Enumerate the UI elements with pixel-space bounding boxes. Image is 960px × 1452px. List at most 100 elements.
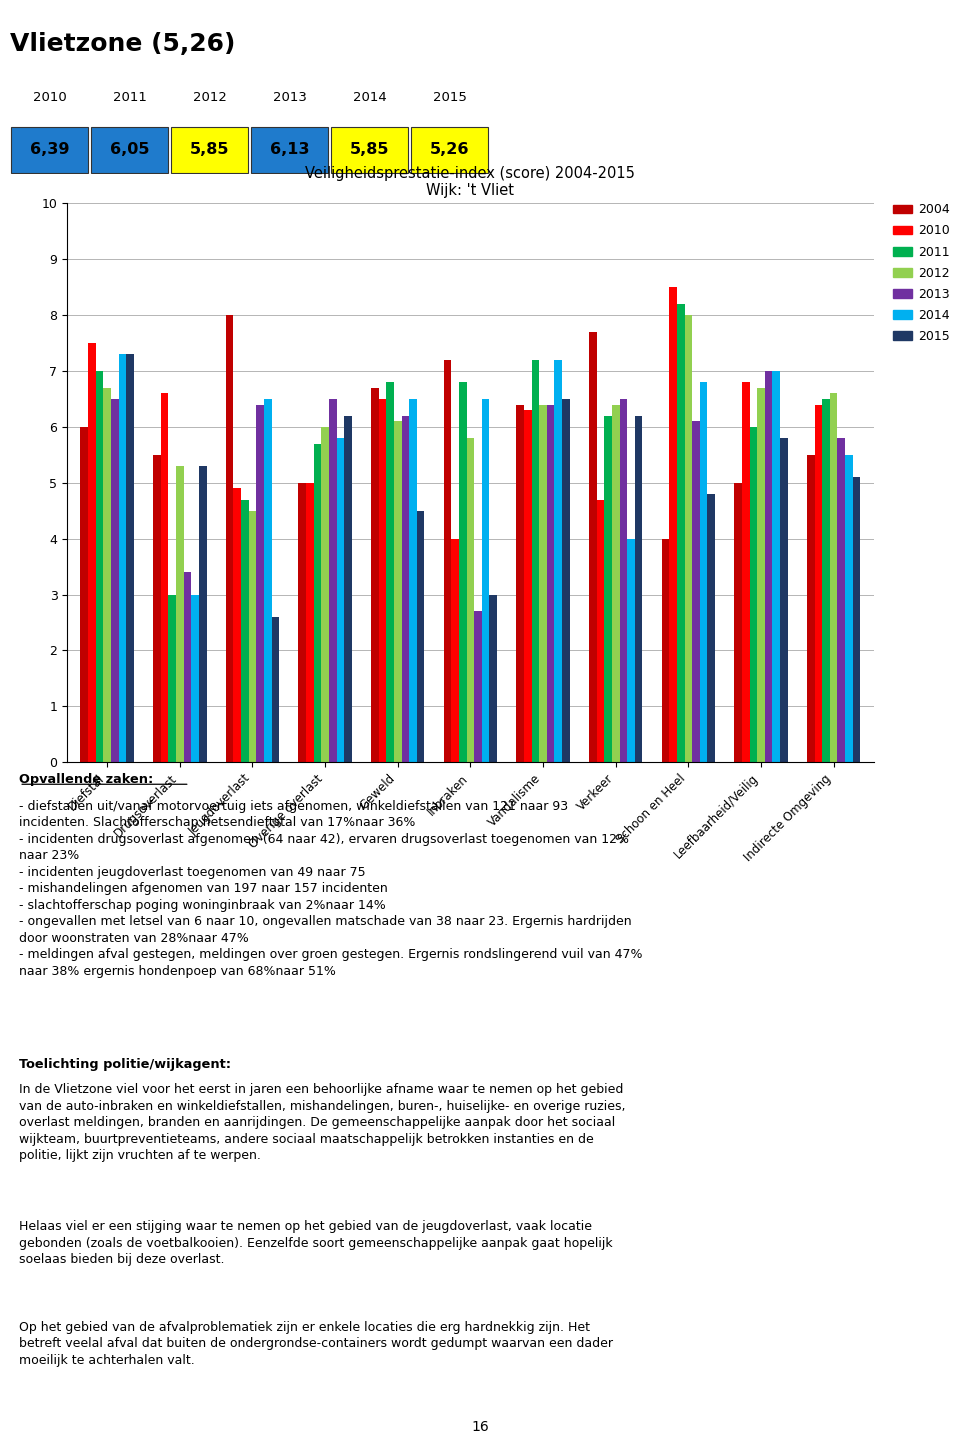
Bar [750, 427, 757, 762]
Bar [191, 595, 199, 762]
Bar [459, 382, 467, 762]
Bar [563, 399, 569, 762]
Bar [829, 393, 837, 762]
FancyBboxPatch shape [252, 126, 328, 173]
Bar [378, 399, 386, 762]
FancyBboxPatch shape [91, 126, 168, 173]
Text: 2011: 2011 [112, 91, 147, 105]
Bar [524, 409, 532, 762]
Bar [490, 595, 497, 762]
Bar [661, 539, 669, 762]
Bar [199, 466, 206, 762]
Bar [96, 370, 104, 762]
Text: Opvallende zaken:: Opvallende zaken: [19, 772, 154, 786]
Bar [692, 421, 700, 762]
Text: 6,13: 6,13 [270, 142, 309, 157]
Bar [160, 393, 168, 762]
Bar [409, 399, 417, 762]
Bar [264, 399, 272, 762]
Bar [119, 354, 126, 762]
Bar [852, 478, 860, 762]
Bar [226, 315, 233, 762]
Bar [822, 399, 829, 762]
Bar [635, 415, 642, 762]
Bar [322, 427, 329, 762]
Bar [742, 382, 750, 762]
Bar [669, 287, 677, 762]
Bar [734, 482, 742, 762]
Bar [815, 405, 822, 762]
Bar [619, 399, 627, 762]
Text: 5,85: 5,85 [190, 142, 229, 157]
Bar [757, 388, 765, 762]
Bar [444, 360, 451, 762]
Text: 2012: 2012 [193, 91, 227, 105]
Bar [372, 388, 378, 762]
Bar [249, 511, 256, 762]
Bar [555, 360, 563, 762]
Bar [337, 439, 345, 762]
Text: 6,39: 6,39 [30, 142, 69, 157]
Bar [482, 399, 490, 762]
Bar [183, 572, 191, 762]
Text: Helaas viel er een stijging waar te nemen op het gebied van de jeugdoverlast, va: Helaas viel er een stijging waar te neme… [19, 1220, 612, 1266]
Bar [104, 388, 111, 762]
Bar [589, 333, 596, 762]
Bar [241, 499, 249, 762]
Text: 6,05: 6,05 [109, 142, 150, 157]
Bar [176, 466, 183, 762]
Bar [596, 499, 604, 762]
Bar [417, 511, 424, 762]
Bar [345, 415, 351, 762]
Text: Vlietzone (5,26): Vlietzone (5,26) [10, 32, 235, 57]
Bar [540, 405, 547, 762]
Text: 2010: 2010 [33, 91, 66, 105]
Bar [532, 360, 540, 762]
Text: 16: 16 [471, 1420, 489, 1435]
Bar [394, 421, 401, 762]
Text: 2013: 2013 [273, 91, 306, 105]
Bar [401, 415, 409, 762]
Text: 2015: 2015 [433, 91, 467, 105]
Bar [612, 405, 619, 762]
FancyBboxPatch shape [171, 126, 248, 173]
Bar [780, 439, 788, 762]
Text: - diefstallen uit/vanaf motorvoertuig iets afgenomen, winkeldiefstallen van 121 : - diefstallen uit/vanaf motorvoertuig ie… [19, 800, 642, 977]
Bar [126, 354, 133, 762]
FancyBboxPatch shape [331, 126, 408, 173]
Title: Veiligheidsprestatie-index (score) 2004-2015
Wijk: 't Vliet: Veiligheidsprestatie-index (score) 2004-… [305, 166, 636, 197]
FancyBboxPatch shape [12, 126, 88, 173]
Legend: 2004, 2010, 2011, 2012, 2013, 2014, 2015: 2004, 2010, 2011, 2012, 2013, 2014, 2015 [888, 199, 954, 348]
Bar [467, 439, 474, 762]
Bar [256, 405, 264, 762]
Bar [807, 454, 815, 762]
Bar [684, 315, 692, 762]
Bar [837, 439, 845, 762]
Bar [272, 617, 279, 762]
Bar [81, 427, 88, 762]
Bar [168, 595, 176, 762]
Bar [547, 405, 555, 762]
Bar [306, 482, 314, 762]
Text: 2014: 2014 [352, 91, 387, 105]
Bar [386, 382, 394, 762]
Bar [329, 399, 337, 762]
Bar [314, 444, 322, 762]
Bar [299, 482, 306, 762]
Bar [474, 611, 482, 762]
Bar [451, 539, 459, 762]
Bar [153, 454, 160, 762]
Bar [708, 494, 715, 762]
Bar [845, 454, 852, 762]
Text: 5,85: 5,85 [349, 142, 390, 157]
FancyBboxPatch shape [411, 126, 488, 173]
Text: In de Vlietzone viel voor het eerst in jaren een behoorlijke afname waar te neme: In de Vlietzone viel voor het eerst in j… [19, 1083, 626, 1163]
Bar [233, 488, 241, 762]
Bar [516, 405, 524, 762]
Bar [88, 343, 96, 762]
Bar [627, 539, 635, 762]
Text: Op het gebied van de afvalproblematiek zijn er enkele locaties die erg hardnekki: Op het gebied van de afvalproblematiek z… [19, 1321, 613, 1366]
Bar [773, 370, 780, 762]
Bar [700, 382, 708, 762]
Bar [765, 370, 773, 762]
